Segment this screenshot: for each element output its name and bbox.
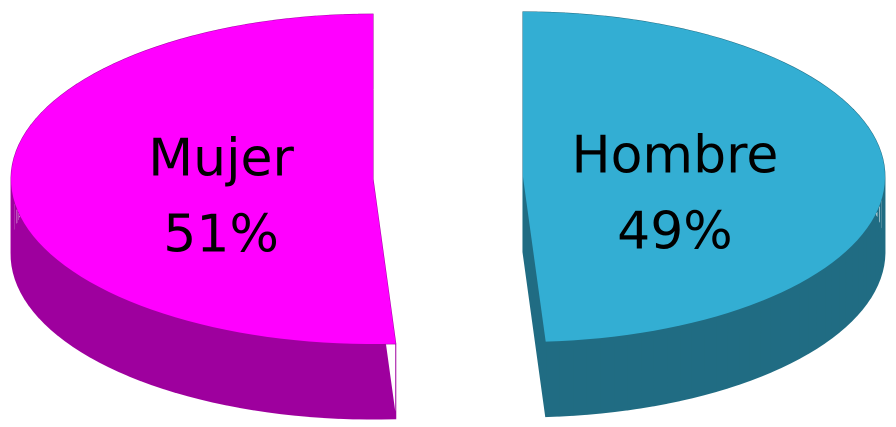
slice (522, 11, 885, 342)
slice-value-label: 49% (617, 201, 733, 261)
slice-label: Hombre (572, 125, 779, 185)
slice-value-label: 51% (163, 205, 279, 265)
slice (11, 14, 396, 345)
slice-label: Mujer (148, 129, 294, 189)
